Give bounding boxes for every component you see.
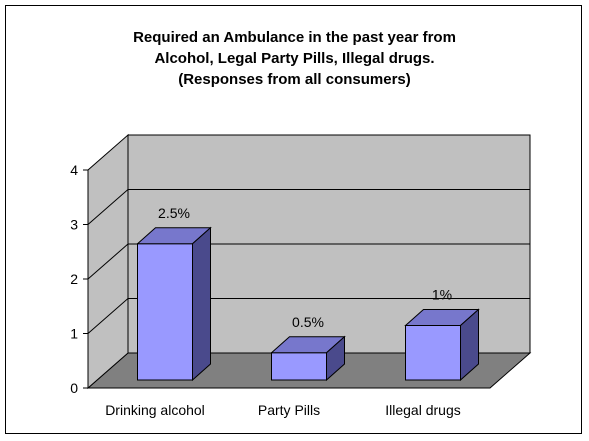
y-tick-label: 3 — [70, 217, 78, 233]
y-tick-label: 2 — [70, 271, 78, 287]
x-tick-label: Illegal drugs — [385, 402, 461, 418]
x-tick-label: Drinking alcohol — [105, 402, 205, 418]
axes — [83, 169, 490, 389]
chart-title-line-3: (Responses from all consumers) — [178, 71, 411, 88]
data-label: 1% — [432, 287, 452, 303]
bar-side — [460, 308, 479, 382]
bar — [404, 308, 480, 382]
y-tick-labels: 0 1 2 3 4 — [70, 162, 78, 396]
bar-front — [405, 325, 461, 381]
y-tick-label: 1 — [70, 326, 78, 342]
x-tick-label: Party Pills — [258, 402, 320, 418]
gridline — [87, 189, 530, 225]
chart-title: Required an Ambulance in the past year f… — [0, 27, 589, 90]
bar — [270, 335, 346, 382]
data-label: 2.5% — [158, 205, 190, 221]
gridline — [87, 243, 530, 280]
bar-front — [271, 352, 327, 381]
bar-side — [326, 335, 345, 382]
bar — [136, 226, 212, 382]
bar-side — [192, 226, 211, 382]
chart-title-line-2: Alcohol, Legal Party Pills, Illegal drug… — [154, 50, 435, 67]
data-label: 0.5% — [292, 314, 324, 330]
y-tick-label: 0 — [70, 380, 78, 396]
bar-front — [137, 243, 193, 381]
gridlines — [87, 189, 530, 334]
x-tick-labels: Drinking alcohol Party Pills Illegal drugs — [105, 402, 461, 418]
chart-title-line-1: Required an Ambulance in the past year f… — [133, 29, 456, 46]
data-labels: 2.5% 0.5% 1% — [158, 205, 452, 330]
gridline — [87, 298, 530, 334]
y-tick-label: 4 — [70, 162, 78, 178]
bars — [136, 226, 480, 382]
